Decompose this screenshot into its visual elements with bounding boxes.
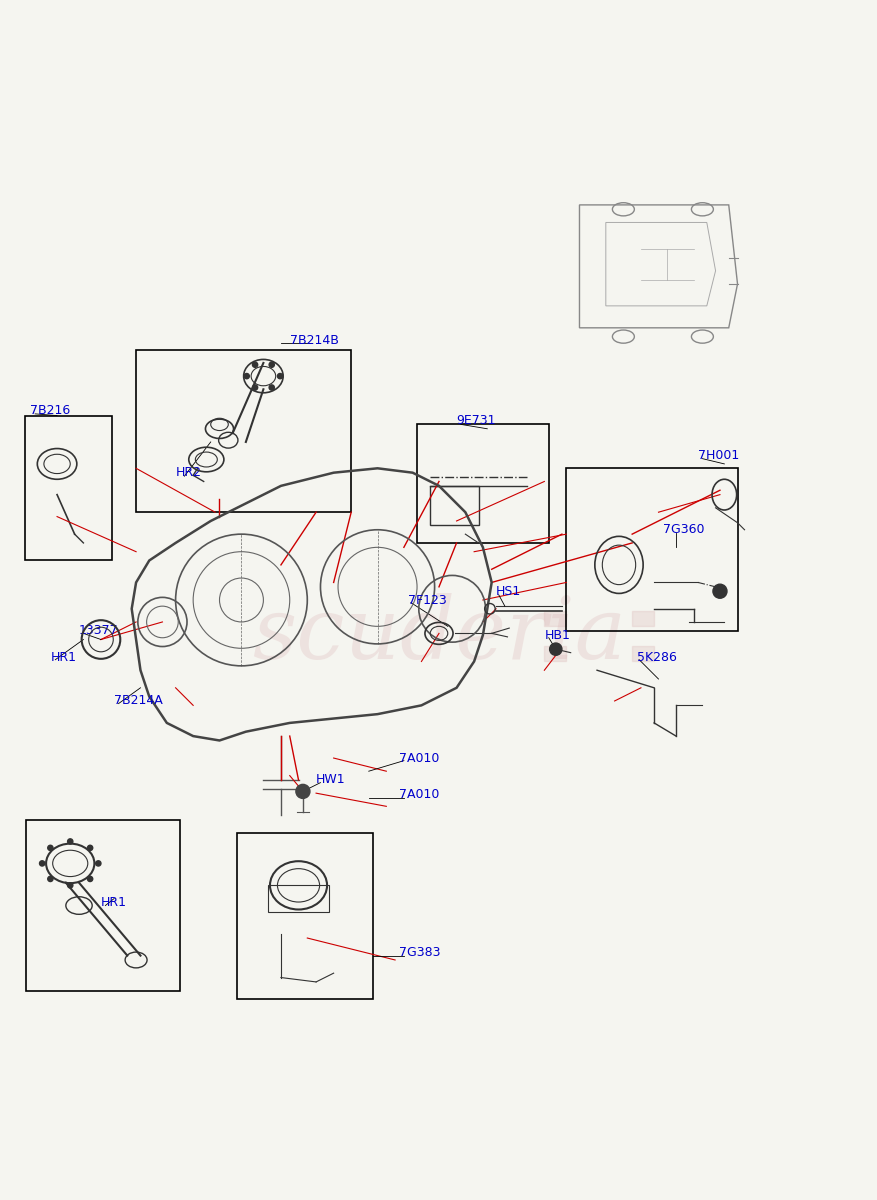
Bar (26, 820, 180, 991)
Text: 5K286: 5K286 (636, 650, 675, 664)
Text: scuderia: scuderia (252, 594, 625, 677)
Text: HR1: HR1 (101, 896, 127, 910)
Text: HB1: HB1 (544, 629, 569, 642)
Circle shape (47, 876, 53, 882)
Circle shape (68, 883, 73, 888)
Bar (566, 468, 737, 631)
Bar (267, 886, 329, 912)
Text: 7A010: 7A010 (399, 751, 439, 764)
Circle shape (244, 373, 249, 379)
Circle shape (88, 845, 93, 851)
Circle shape (39, 860, 45, 866)
Circle shape (88, 876, 93, 882)
Circle shape (253, 362, 258, 367)
Text: HR1: HR1 (51, 650, 77, 664)
Text: 7H001: 7H001 (697, 449, 738, 462)
Bar (631, 611, 653, 626)
Text: HS1: HS1 (496, 584, 521, 598)
Circle shape (68, 839, 73, 844)
Bar (237, 833, 373, 1000)
Circle shape (296, 785, 310, 798)
Text: 7G383: 7G383 (399, 947, 440, 960)
Text: 7B216: 7B216 (30, 404, 70, 416)
Text: 7A010: 7A010 (399, 788, 439, 802)
Circle shape (253, 385, 258, 390)
Bar (544, 646, 566, 661)
Circle shape (712, 584, 726, 599)
Text: 9E731: 9E731 (456, 414, 496, 426)
Bar (417, 425, 548, 542)
Circle shape (268, 362, 275, 367)
Bar (430, 486, 478, 526)
Bar (136, 349, 351, 512)
Circle shape (549, 643, 561, 655)
Bar (631, 646, 653, 661)
Text: 7B214B: 7B214B (289, 335, 339, 348)
Text: HW1: HW1 (316, 774, 346, 786)
Text: 7G360: 7G360 (662, 523, 703, 536)
Bar (25, 415, 112, 560)
Text: HR2: HR2 (175, 466, 202, 479)
Circle shape (268, 385, 275, 390)
Text: 7F123: 7F123 (408, 594, 446, 606)
Text: 7B214A: 7B214A (114, 695, 163, 708)
Circle shape (47, 845, 53, 851)
Bar (544, 611, 566, 626)
Circle shape (277, 373, 282, 379)
Text: 13377: 13377 (79, 624, 118, 637)
Circle shape (96, 860, 101, 866)
